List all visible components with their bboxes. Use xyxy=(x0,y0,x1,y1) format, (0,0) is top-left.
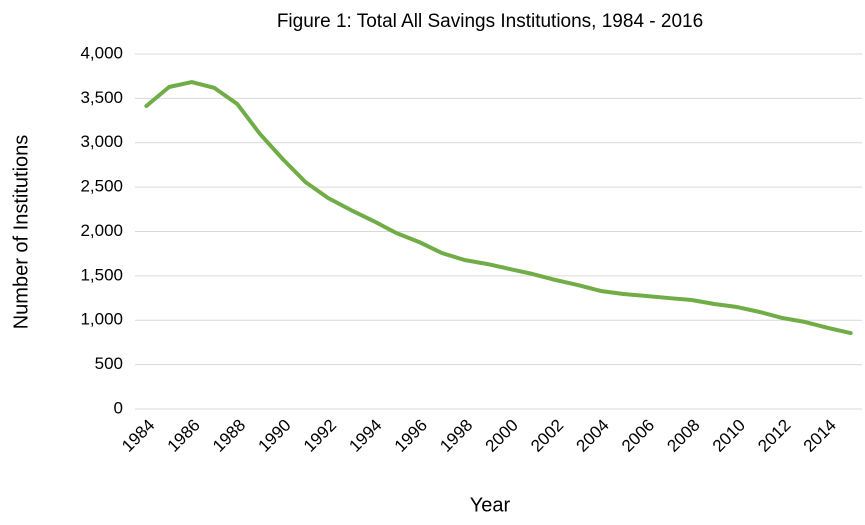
x-axis-title: Year xyxy=(470,494,511,516)
y-axis-title: Number of Institutions xyxy=(10,135,32,330)
y-tick-label: 4,000 xyxy=(80,43,123,62)
x-tick-label: 1986 xyxy=(164,416,204,456)
x-tick-label: 1994 xyxy=(345,416,385,456)
x-tick-label: 2006 xyxy=(618,416,658,456)
x-tick-label: 1998 xyxy=(436,416,476,456)
x-tick-label: 1996 xyxy=(391,416,431,456)
y-tick-label: 1,500 xyxy=(80,265,123,284)
x-tick-label: 1984 xyxy=(118,416,158,456)
x-tick-label: 2000 xyxy=(482,416,522,456)
y-tick-label: 500 xyxy=(95,354,123,373)
chart-title: Figure 1: Total All Savings Institutions… xyxy=(277,11,703,32)
x-tick-label: 2002 xyxy=(527,416,567,456)
x-tick-label: 2008 xyxy=(663,416,703,456)
y-tick-label: 2,500 xyxy=(80,177,123,196)
y-tick-label: 3,000 xyxy=(80,132,123,151)
y-tick-label: 0 xyxy=(114,398,123,417)
x-tick-label: 2012 xyxy=(754,416,794,456)
y-tick-label: 2,000 xyxy=(80,221,123,240)
x-tick-label: 1988 xyxy=(209,416,249,456)
x-tick-label: 2004 xyxy=(573,416,613,456)
y-tick-label: 3,500 xyxy=(80,88,123,107)
y-tick-label: 1,000 xyxy=(80,310,123,329)
x-tick-label: 1992 xyxy=(300,416,340,456)
x-tick-label: 2010 xyxy=(709,416,749,456)
data-line xyxy=(144,80,853,336)
x-tick-label: 2014 xyxy=(800,416,840,456)
x-tick-label: 1990 xyxy=(254,416,294,456)
